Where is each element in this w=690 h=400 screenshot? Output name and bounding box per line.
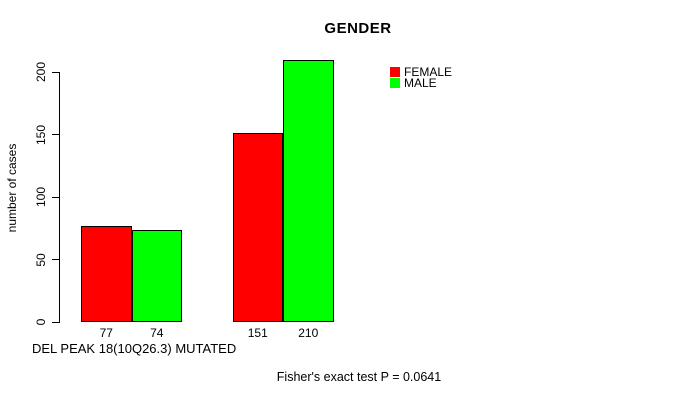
legend-swatch-icon [390,66,400,77]
y-tick-label: 50 [34,252,48,267]
y-tick-label: 200 [34,61,48,83]
y-tick-mark [52,259,59,260]
y-tick-label: 150 [34,124,48,145]
legend-label: MALE [404,75,437,90]
bar-female-group1 [81,225,132,322]
bar-male-group1 [131,229,182,322]
chart-title: GENDER [324,20,392,37]
legend-label: FEMALE [404,64,453,79]
legend: FEMALE MALE [390,64,453,90]
legend-swatch-icon [390,77,400,88]
bar-value-label: 74 [150,326,164,340]
bar-female-group2 [232,133,283,322]
bar-value-label: 210 [298,326,319,340]
legend-item-male: MALE [390,75,452,90]
stat-annotation: Fisher's exact test P = 0.0641 [276,370,442,384]
legend-item-female: FEMALE [390,64,453,79]
bar-value-label: 151 [247,326,268,340]
bar-value-label: 77 [99,326,113,340]
bar-male-group2 [283,59,334,322]
x-axis-caption: DEL PEAK 18(10Q26.3) MUTATED [32,341,237,356]
y-tick-mark [52,196,59,198]
y-axis-line [59,72,60,323]
y-tick-mark [52,71,59,73]
y-tick-mark [52,321,59,323]
y-axis-label: number of cases [5,143,19,233]
y-tick-label: 0 [34,318,48,326]
y-tick-mark [52,134,59,135]
y-tick-label: 100 [34,186,48,208]
